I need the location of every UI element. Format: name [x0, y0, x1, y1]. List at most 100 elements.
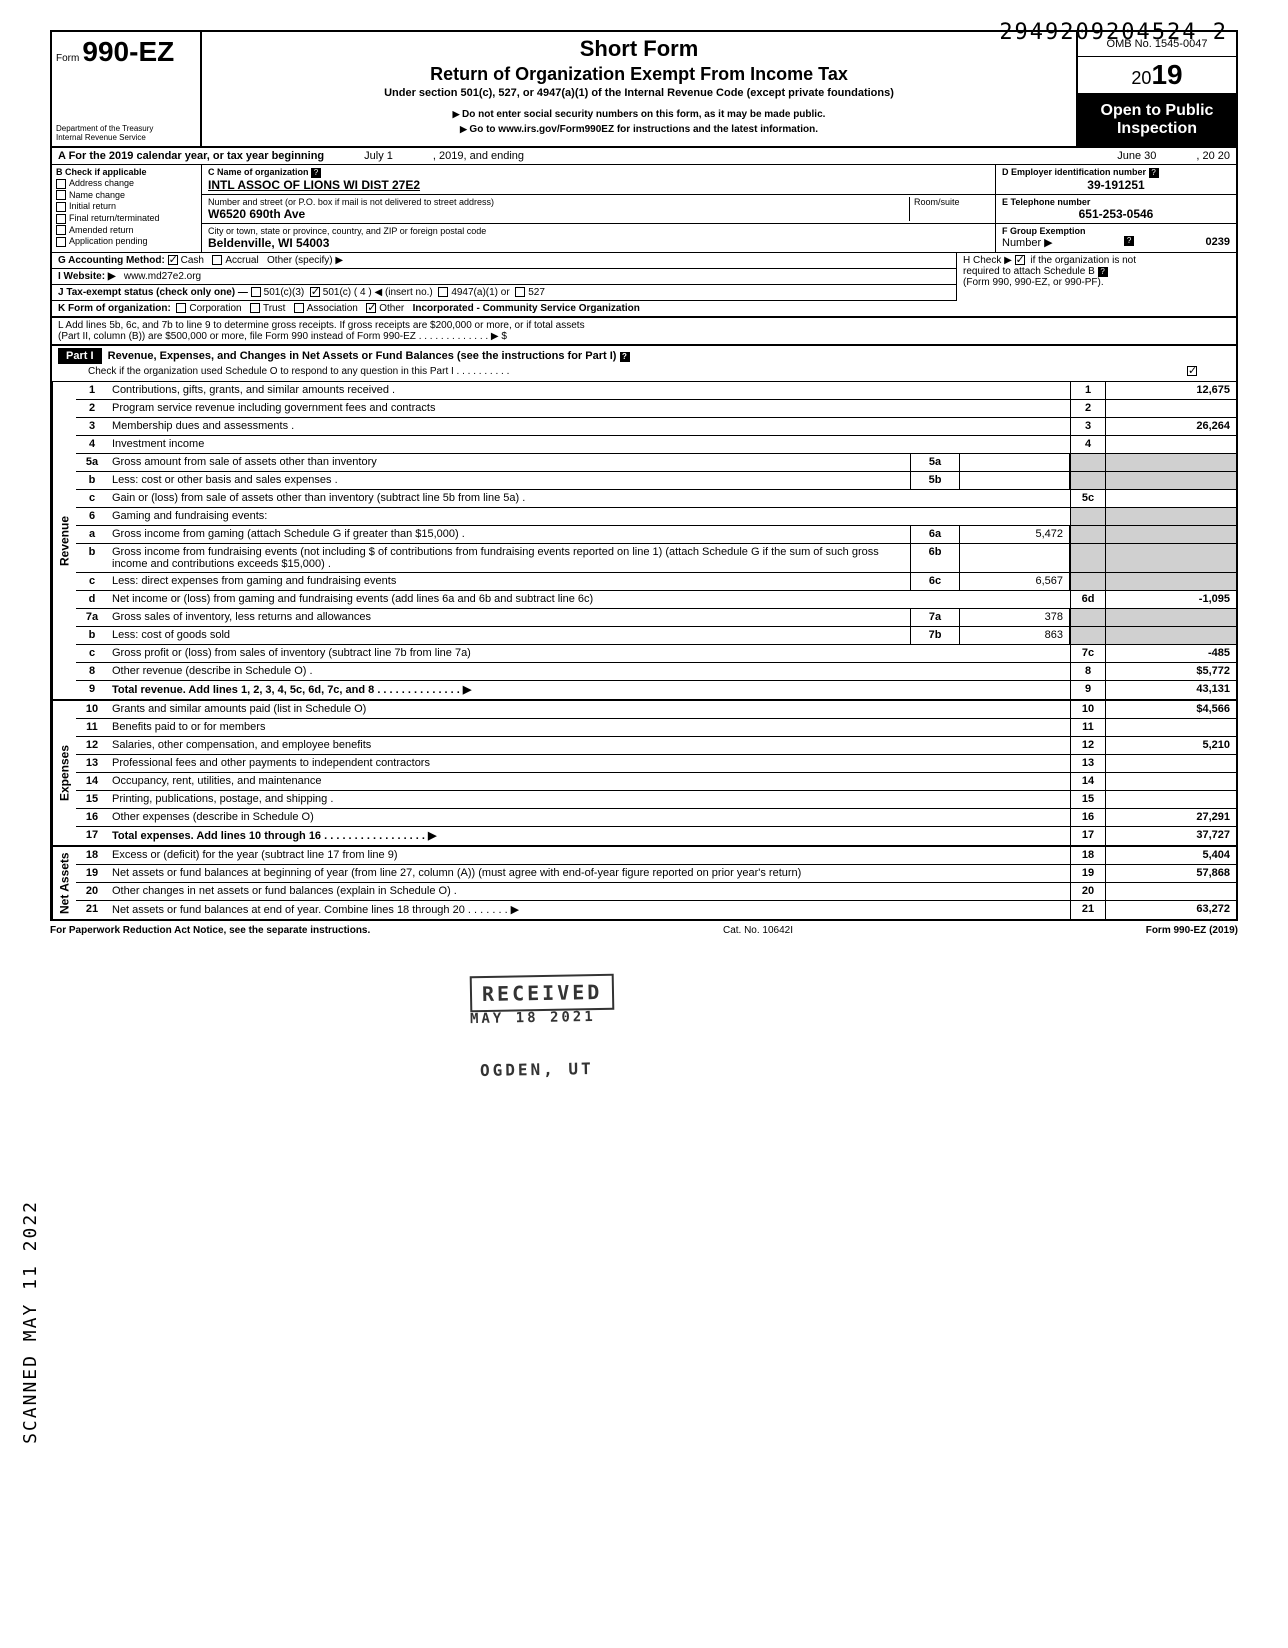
- line-description: Printing, publications, postage, and shi…: [108, 791, 1070, 808]
- line-description: Gain or (loss) from sale of assets other…: [108, 490, 1070, 507]
- line-description: Membership dues and assessments .: [108, 418, 1070, 435]
- chk-initial-return[interactable]: [56, 202, 66, 212]
- chk-trust[interactable]: [250, 303, 260, 313]
- table-row: 14Occupancy, rent, utilities, and mainte…: [76, 773, 1236, 791]
- amount: [1106, 755, 1236, 772]
- mid-line-value: 5,472: [960, 526, 1070, 543]
- line-a-mid: , 2019, and ending: [433, 150, 524, 162]
- line-a: A For the 2019 calendar year, or tax yea…: [52, 148, 1236, 164]
- tax-year: 20201919: [1078, 57, 1236, 94]
- lbl-initial-return: Initial return: [69, 201, 116, 211]
- lbl-cash: Cash: [181, 255, 204, 266]
- line-i: I Website: ▶ www.md27e2.org: [52, 269, 956, 285]
- amount: [1106, 454, 1236, 471]
- right-line-number: 3: [1070, 418, 1106, 435]
- table-row: aGross income from gaming (attach Schedu…: [76, 526, 1236, 544]
- table-row: 9Total revenue. Add lines 1, 2, 3, 4, 5c…: [76, 681, 1236, 699]
- line-j-lbl: J Tax-exempt status (check only one) —: [58, 287, 248, 298]
- right-line-number: 17: [1070, 827, 1106, 845]
- line-description: Gross profit or (loss) from sales of inv…: [108, 645, 1070, 662]
- line-description: Professional fees and other payments to …: [108, 755, 1070, 772]
- table-row: 11Benefits paid to or for members11: [76, 719, 1236, 737]
- line-l-1: L Add lines 5b, 6c, and 7b to line 9 to …: [58, 320, 1230, 331]
- line-description: Other revenue (describe in Schedule O) .: [108, 663, 1070, 680]
- chk-corp[interactable]: [176, 303, 186, 313]
- right-line-number: 18: [1070, 847, 1106, 864]
- right-line-number: 15: [1070, 791, 1106, 808]
- right-line-number: 4: [1070, 436, 1106, 453]
- chk-accrual[interactable]: [212, 255, 222, 265]
- footer-mid: Cat. No. 10642I: [723, 925, 793, 936]
- org-address: W6520 690th Ave: [208, 207, 909, 221]
- table-row: 21Net assets or fund balances at end of …: [76, 901, 1236, 919]
- line-description: Benefits paid to or for members: [108, 719, 1070, 736]
- right-line-number: [1070, 526, 1106, 543]
- line-number: 17: [76, 827, 108, 845]
- title-ssn-warning: Do not enter social security numbers on …: [212, 109, 1066, 120]
- lbl-501c3: 501(c)(3): [264, 287, 305, 298]
- table-row: 15Printing, publications, postage, and s…: [76, 791, 1236, 809]
- amount: [1106, 472, 1236, 489]
- chk-527[interactable]: [515, 287, 525, 297]
- chk-amended[interactable]: [56, 225, 66, 235]
- line-number: 15: [76, 791, 108, 808]
- expenses-label: Expenses: [52, 701, 76, 845]
- chk-other-org[interactable]: [366, 303, 376, 313]
- chk-501c[interactable]: [310, 287, 320, 297]
- amount: 63,272: [1106, 901, 1236, 919]
- open2: Inspection: [1082, 120, 1232, 138]
- chk-cash[interactable]: [168, 255, 178, 265]
- chk-address-change[interactable]: [56, 179, 66, 189]
- amount: $4,566: [1106, 701, 1236, 718]
- line-a-end: June 30: [1117, 150, 1156, 162]
- org-city: Beldenville, WI 54003: [208, 236, 989, 250]
- mid-line-number: 7b: [910, 627, 960, 644]
- right-line-number: 20: [1070, 883, 1106, 900]
- chk-4947[interactable]: [438, 287, 448, 297]
- amount: -485: [1106, 645, 1236, 662]
- chk-501c3[interactable]: [251, 287, 261, 297]
- right-line-number: [1070, 508, 1106, 525]
- right-line-number: [1070, 609, 1106, 626]
- line-number: 6: [76, 508, 108, 525]
- line-number: c: [76, 490, 108, 507]
- mid-line-number: 5a: [910, 454, 960, 471]
- amount: $5,772: [1106, 663, 1236, 680]
- chk-final-return[interactable]: [56, 214, 66, 224]
- room-suite-lbl: Room/suite: [914, 197, 989, 207]
- box-def: D Employer identification number ? 39-19…: [996, 165, 1236, 252]
- part-1-title: Revenue, Expenses, and Changes in Net As…: [108, 350, 617, 362]
- box-f-lbl2: Number ▶: [1002, 236, 1053, 249]
- mid-line-value: 378: [960, 609, 1070, 626]
- line-number: b: [76, 544, 108, 572]
- line-description: Less: cost of goods sold: [108, 627, 910, 644]
- line-h: H Check ▶ if the organization is not req…: [956, 253, 1236, 301]
- dept2: Internal Revenue Service: [56, 133, 153, 142]
- lbl-final-return: Final return/terminated: [69, 213, 160, 223]
- amount: [1106, 609, 1236, 626]
- table-row: 20Other changes in net assets or fund ba…: [76, 883, 1236, 901]
- amount: [1106, 400, 1236, 417]
- chk-schedule-b[interactable]: [1015, 255, 1025, 265]
- chk-schedule-o[interactable]: [1187, 366, 1197, 376]
- chk-name-change[interactable]: [56, 190, 66, 200]
- chk-assoc[interactable]: [294, 303, 304, 313]
- right-line-number: 10: [1070, 701, 1106, 718]
- mid-line-value: 863: [960, 627, 1070, 644]
- table-row: 2Program service revenue including gover…: [76, 400, 1236, 418]
- expenses-section: Expenses 10Grants and similar amounts pa…: [50, 701, 1238, 847]
- right-line-number: 19: [1070, 865, 1106, 882]
- line-description: Gross amount from sale of assets other t…: [108, 454, 910, 471]
- line-j: J Tax-exempt status (check only one) — 5…: [52, 285, 956, 301]
- line-number: b: [76, 627, 108, 644]
- right-line-number: 12: [1070, 737, 1106, 754]
- lbl-amended: Amended return: [69, 225, 134, 235]
- amount: [1106, 508, 1236, 525]
- title-section: Under section 501(c), 527, or 4947(a)(1)…: [212, 87, 1066, 99]
- line-number: b: [76, 472, 108, 489]
- line-description: Net assets or fund balances at end of ye…: [108, 901, 1070, 919]
- mid-line-number: 5b: [910, 472, 960, 489]
- lbl-accrual: Accrual: [225, 255, 258, 266]
- chk-pending[interactable]: [56, 237, 66, 247]
- mid-line-value: [960, 472, 1070, 489]
